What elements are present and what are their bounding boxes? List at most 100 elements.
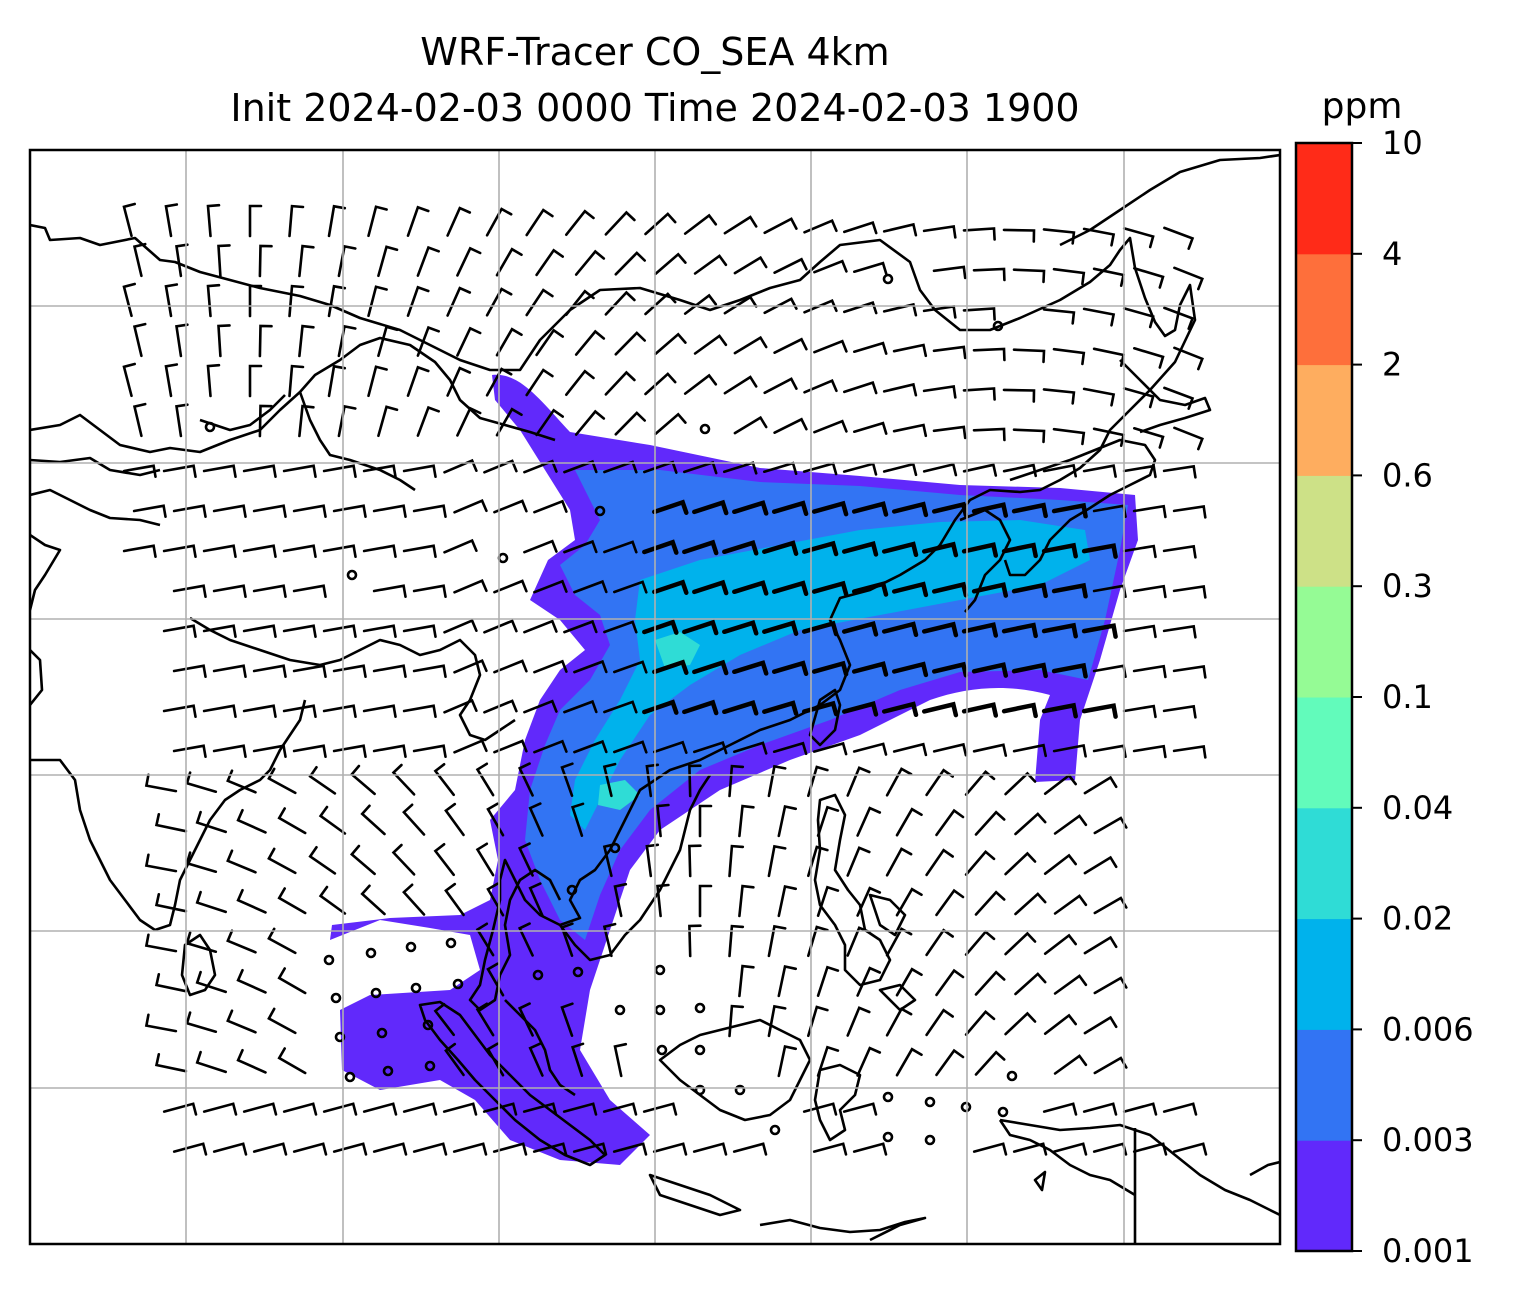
colorbar-swatches	[1296, 143, 1352, 1252]
wind-barb	[288, 364, 305, 398]
calm-wind-marker	[997, 1106, 1009, 1118]
colorbar: ppm 0.001 0.003 0.006 0.02 0.04 0.1 0.3 0.6 2 4 10	[1294, 86, 1474, 1270]
wind-barb	[1004, 851, 1037, 876]
wind-barb	[773, 257, 808, 274]
wind-barb	[922, 225, 957, 239]
wind-barb	[882, 222, 918, 237]
wind-barb	[172, 664, 207, 678]
wind-barb	[964, 849, 996, 876]
wind-barb	[767, 924, 787, 958]
wind-barb	[613, 580, 648, 594]
wind-barb	[612, 1142, 648, 1156]
wind-barb	[614, 411, 646, 436]
colorbar-swatch-3	[1296, 807, 1352, 920]
wind-barb	[971, 582, 1009, 598]
wind-barb	[164, 203, 179, 238]
wind-barb	[483, 459, 518, 474]
wind-barb	[932, 265, 967, 280]
wind-barb	[1012, 428, 1046, 444]
wind-barb	[206, 283, 221, 318]
calm-wind-marker	[532, 969, 544, 981]
wind-barb	[258, 244, 273, 278]
wind-barb	[377, 245, 399, 278]
wind-barb	[1053, 894, 1088, 915]
wind-barb	[856, 966, 882, 997]
wind-barb	[895, 807, 923, 837]
wind-barb	[1051, 582, 1088, 599]
wind-barb	[493, 579, 528, 594]
wind-barb	[972, 1142, 1008, 1156]
wind-barb	[653, 740, 688, 754]
wind-barb	[738, 964, 755, 998]
wind-barb	[1172, 1142, 1208, 1156]
wind-barb	[762, 700, 799, 716]
wind-barb	[972, 347, 1006, 362]
wind-barb	[1052, 347, 1086, 366]
wind-barb	[332, 1142, 368, 1156]
wind-barb	[212, 1142, 248, 1156]
wind-barb	[895, 967, 923, 997]
wind-barb	[298, 404, 315, 438]
wind-barb	[202, 464, 237, 478]
wind-barb	[935, 1048, 965, 1077]
calm-wind-marker	[654, 964, 666, 976]
calm-wind-marker	[376, 1027, 388, 1039]
wind-barb	[604, 370, 636, 396]
coastline-india	[30, 533, 307, 932]
wind-barb	[242, 1102, 278, 1116]
wind-barb	[843, 220, 878, 235]
wind-barb	[195, 810, 227, 834]
plot-title-line-1: WRF-Tracer CO_SEA 4km	[420, 30, 890, 74]
wind-barb	[391, 763, 416, 796]
wind-barb	[1002, 228, 1036, 243]
wind-barb	[446, 286, 472, 317]
wind-barb	[292, 1142, 328, 1156]
calm-wind-marker	[882, 1131, 894, 1143]
wind-barb	[1162, 1102, 1198, 1116]
wind-barb	[1093, 816, 1128, 835]
wind-barb	[475, 1002, 495, 1037]
wind-barb	[242, 624, 277, 638]
wind-barb	[362, 464, 397, 478]
wind-barb	[525, 208, 554, 237]
wind-barb	[767, 764, 787, 798]
calm-wind-marker	[882, 273, 894, 285]
wind-barb	[921, 621, 959, 638]
wind-barb	[771, 500, 809, 517]
wind-barb	[931, 661, 969, 678]
wind-barb	[298, 324, 315, 358]
coastline-taiwan-philippines	[808, 688, 917, 1012]
wind-barb	[1002, 388, 1036, 403]
wind-barb	[771, 580, 809, 597]
wind-barb	[728, 844, 745, 878]
wind-barb	[891, 501, 929, 518]
wind-barb	[885, 767, 913, 797]
wind-barb	[733, 335, 768, 355]
wind-barb	[164, 283, 179, 318]
wind-barb	[456, 326, 482, 357]
wind-barb	[212, 504, 247, 518]
wind-barb	[1004, 771, 1037, 796]
wind-barb	[202, 624, 237, 638]
wind-barb	[433, 763, 455, 797]
calm-wind-marker	[769, 1124, 781, 1136]
wind-barb	[1093, 1056, 1128, 1075]
wind-barb	[1163, 226, 1195, 250]
colorbar-ticks: 0.001 0.003 0.006 0.02 0.04 0.1 0.3 0.6 2 4 10	[1352, 124, 1474, 1270]
wind-barb	[1132, 744, 1167, 759]
wind-barb	[738, 804, 755, 838]
wind-barb	[604, 210, 636, 236]
wind-barb	[475, 842, 495, 877]
wind-barb	[493, 659, 528, 674]
calm-wind-marker	[694, 1084, 706, 1096]
wind-barb	[533, 659, 568, 674]
wind-barb	[485, 367, 513, 397]
wind-barb	[277, 967, 307, 995]
wind-barb	[565, 289, 595, 316]
map-area	[30, 153, 1280, 1244]
wind-barb	[1083, 855, 1118, 875]
wind-barb	[654, 412, 687, 436]
wind-barb	[682, 699, 719, 716]
calm-wind-marker	[924, 1134, 936, 1146]
wind-barb	[252, 1142, 288, 1156]
